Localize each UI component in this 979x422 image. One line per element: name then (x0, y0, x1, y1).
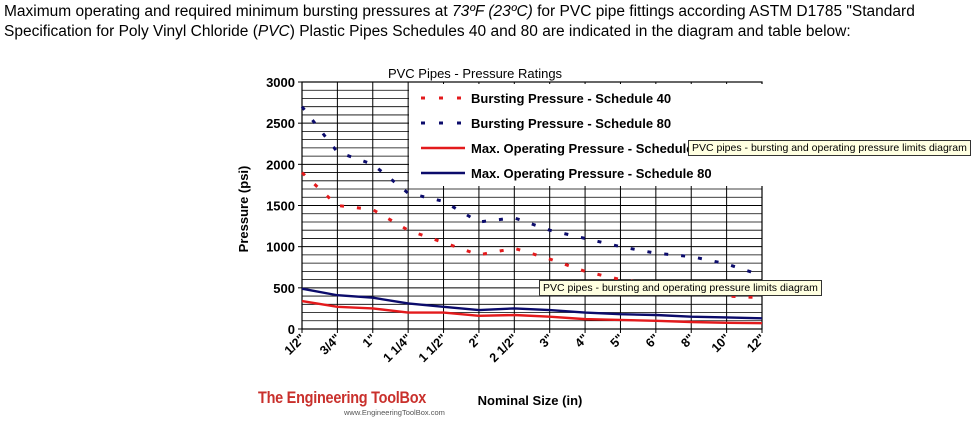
series-line-2 (300, 105, 763, 277)
series-line-3 (301, 299, 763, 325)
x-tick-label: 12" (744, 331, 768, 355)
y-tick-label: 0 (288, 322, 295, 337)
intro-pvc: PVC (257, 23, 290, 40)
logo-brand: The Engineering ToolBox (258, 388, 427, 407)
legend-box (409, 84, 763, 186)
chart-title: PVC Pipes - Pressure Ratings (388, 66, 563, 81)
legend-label-3: Max. Operating Pressure - Schedule 40 (471, 141, 712, 156)
y-tick-label: 2500 (266, 116, 295, 131)
x-tick-label: 4" (572, 331, 591, 350)
y-axis-label: Pressure (psi) (236, 166, 251, 253)
x-tick-label: 8" (678, 331, 697, 350)
x-tick-label: 1 1/2" (416, 331, 450, 365)
x-tick-label: 3/4" (317, 331, 343, 357)
y-tick-label: 1000 (266, 240, 295, 255)
intro-paragraph: Maximum operating and required minimum b… (4, 2, 974, 42)
x-tick-label: 2 1/2" (487, 331, 521, 365)
engineering-toolbox-logo: The Engineering ToolBox www.EngineeringT… (258, 388, 456, 417)
x-tick-label: 1 1/4" (381, 331, 415, 365)
y-tick-label: 1500 (266, 199, 295, 214)
series-line-1 (300, 171, 763, 300)
chart-legend: Bursting Pressure - Schedule 40 Bursting … (409, 84, 763, 186)
intro-text-1: Maximum operating and required minimum b… (4, 3, 452, 20)
legend-label-2: Bursting Pressure - Schedule 80 (471, 116, 671, 131)
legend-label-4: Max. Operating Pressure - Schedule 80 (471, 166, 712, 181)
tooltip-bottom: PVC pipes - bursting and operating press… (539, 280, 822, 296)
x-tick-label: 1/2" (282, 331, 308, 357)
y-tick-label: 3000 (266, 75, 295, 90)
y-tick-label: 500 (273, 281, 295, 296)
intro-text-2: for PVC pipe fittings according ASTM D17… (4, 3, 915, 40)
logo-url: www.EngineeringToolBox.com (344, 408, 445, 417)
tooltip-top: PVC pipes - bursting and operating press… (688, 140, 971, 156)
chart-series (300, 105, 763, 325)
legend-label-1: Bursting Pressure - Schedule 40 (471, 91, 671, 106)
x-tick-label: 6" (643, 331, 662, 350)
x-tick-label: 2" (466, 331, 485, 350)
x-tick-label: 3" (537, 331, 556, 350)
x-tick-label: 5" (608, 331, 627, 350)
x-tick-label: 10" (709, 331, 733, 355)
intro-temperature: 73ºF (23ºC) (451, 3, 533, 20)
series-line-4 (301, 287, 763, 320)
x-tick-label: 1" (360, 331, 379, 350)
x-axis-label: Nominal Size (in) (478, 393, 583, 408)
y-tick-label: 2000 (266, 157, 295, 172)
intro-text-3: ) Plastic Pipes Schedules 40 and 80 are … (289, 23, 851, 40)
